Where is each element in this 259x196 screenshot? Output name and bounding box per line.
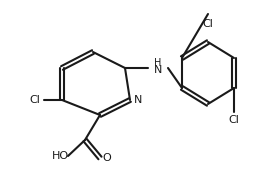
- Text: HO: HO: [52, 151, 69, 161]
- Text: Cl: Cl: [203, 19, 213, 29]
- Text: H: H: [154, 58, 162, 68]
- Text: Cl: Cl: [228, 115, 239, 125]
- Text: O: O: [103, 153, 111, 163]
- Text: N: N: [154, 65, 162, 75]
- Text: Cl: Cl: [30, 95, 40, 105]
- Text: N: N: [134, 95, 142, 105]
